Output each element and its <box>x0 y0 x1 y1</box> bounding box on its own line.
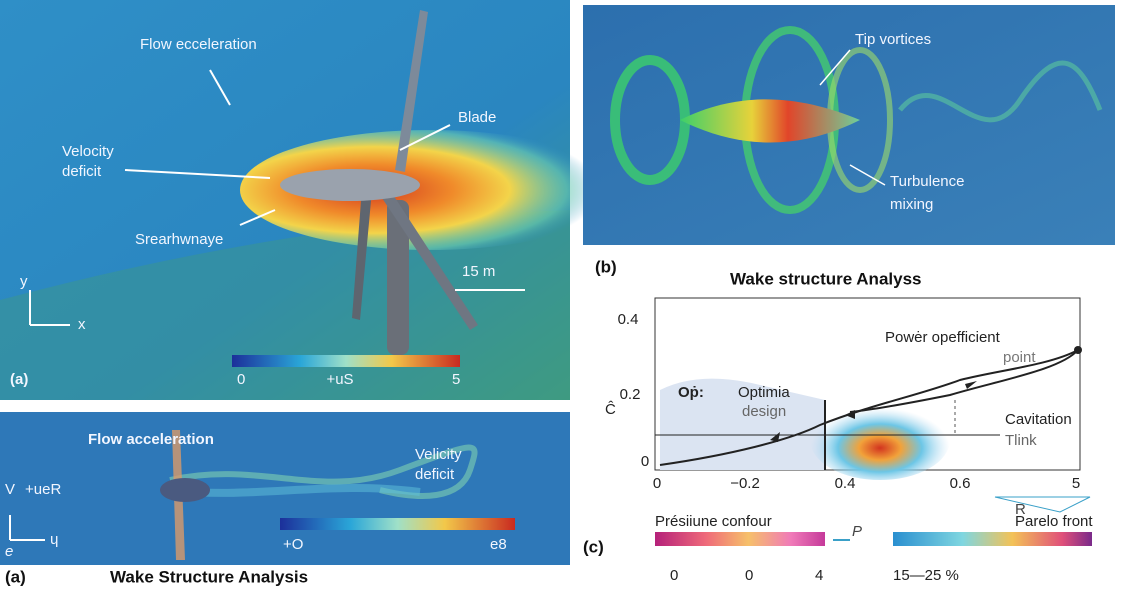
axis-label: y <box>20 273 28 290</box>
annotation: Powėr opefficient <box>885 329 1001 346</box>
y-tick-label: 0.4 <box>618 311 639 328</box>
annotation: Tip vortices <box>855 31 931 48</box>
x-tick-label: 0 <box>653 475 661 492</box>
axes-icon <box>29 290 70 326</box>
arrow <box>209 69 231 106</box>
annotation: Turbulence <box>890 173 965 190</box>
leader <box>399 124 451 151</box>
annotation: Velocity <box>62 143 114 160</box>
annotation: Oṗ: <box>678 384 704 401</box>
wake-streaks <box>898 60 1103 123</box>
axis-label: x <box>78 316 86 333</box>
annotation: R <box>1015 501 1026 518</box>
colorbar <box>280 518 515 530</box>
annotation: point <box>1003 349 1036 366</box>
annotation: ɥ <box>50 531 58 548</box>
annotation: Srearhwnaye <box>135 231 223 248</box>
annotation: Flow ecceleration <box>140 36 257 53</box>
wake-core <box>680 99 860 143</box>
colorbar-label: 4 <box>815 567 823 584</box>
curve <box>659 349 1079 466</box>
colorbar-label: 5 <box>452 371 460 388</box>
x-tick-label: 0.4 <box>835 475 856 492</box>
panel-a2: Flow acceleration Velicity deficit V +ue… <box>0 412 570 586</box>
x-tick-label: 5 <box>1072 475 1080 492</box>
nacelle <box>160 478 210 502</box>
tower <box>387 200 409 355</box>
annotation: Velicity <box>415 446 462 463</box>
colorbar-label: e8 <box>490 536 507 553</box>
x-tick-label: −0.2 <box>730 475 760 492</box>
annotation: +ueR <box>25 481 61 498</box>
annotation: deficit <box>415 466 455 483</box>
annotation: e <box>5 543 13 560</box>
panel-label: (b) <box>595 257 617 276</box>
colorbar-label: +uS <box>326 371 353 388</box>
colorbar-label: 15—25 % <box>893 567 959 584</box>
annotation: deficit <box>62 163 102 180</box>
blade <box>352 188 372 320</box>
annotation: design <box>742 403 786 420</box>
point <box>1074 346 1082 354</box>
axes-icon <box>9 515 45 541</box>
leader <box>849 164 886 186</box>
colorbar <box>232 355 460 367</box>
annotation: V <box>5 481 15 498</box>
icon <box>994 496 1091 513</box>
leader <box>239 209 276 226</box>
annotation: Cavitation <box>1005 411 1072 428</box>
annotation: Tlink <box>1005 432 1037 449</box>
panel-c: 0.4 0.2 0 Ĉ 0 −0.2 0.4 0.6 5 Powėr opeff… <box>583 297 1093 584</box>
annotation: Blade <box>458 109 496 126</box>
colorbar <box>893 532 1092 546</box>
panel-b: Tip vortices Turbulence mixing (b) Wake … <box>583 5 1115 288</box>
wake <box>240 130 620 250</box>
annotation: Flow acceleration <box>88 431 214 448</box>
legend-label: Parelo front <box>1015 513 1093 530</box>
colorbar <box>655 532 825 546</box>
panel-label: (a) <box>5 567 26 586</box>
y-axis-label: Ĉ <box>605 401 616 418</box>
y-tick-label: 0.2 <box>620 386 641 403</box>
colorbar-label: 0 <box>670 567 678 584</box>
panel-label: (a) <box>10 371 28 388</box>
panel-label: (c) <box>583 537 604 556</box>
legend-label: Présiiune confour <box>655 513 772 530</box>
wake-streaks <box>169 444 478 499</box>
shaded-region <box>660 378 825 470</box>
annotation: mixing <box>890 196 933 213</box>
x-tick-label: 0.6 <box>950 475 971 492</box>
colorbar-label: +O <box>283 536 303 553</box>
y-tick-label: 0 <box>641 453 649 470</box>
colorbar-label: 0 <box>237 371 245 388</box>
contour-blob <box>810 400 950 480</box>
annotation: Optimia <box>738 384 790 401</box>
leader <box>819 49 851 86</box>
caption: Wake structure Analyss <box>730 269 921 288</box>
blade <box>380 190 478 330</box>
nacelle <box>280 169 420 201</box>
leader <box>124 169 271 179</box>
curve <box>849 349 1079 413</box>
blade <box>395 10 428 172</box>
colorbar-label: 0 <box>745 567 753 584</box>
panel-a: Flow ecceleration Blade Velocity deficit… <box>0 0 620 400</box>
legend-label: P <box>852 523 862 540</box>
scale-label: 15 m <box>462 263 495 280</box>
caption: Wake Structure Analysis <box>110 567 308 586</box>
